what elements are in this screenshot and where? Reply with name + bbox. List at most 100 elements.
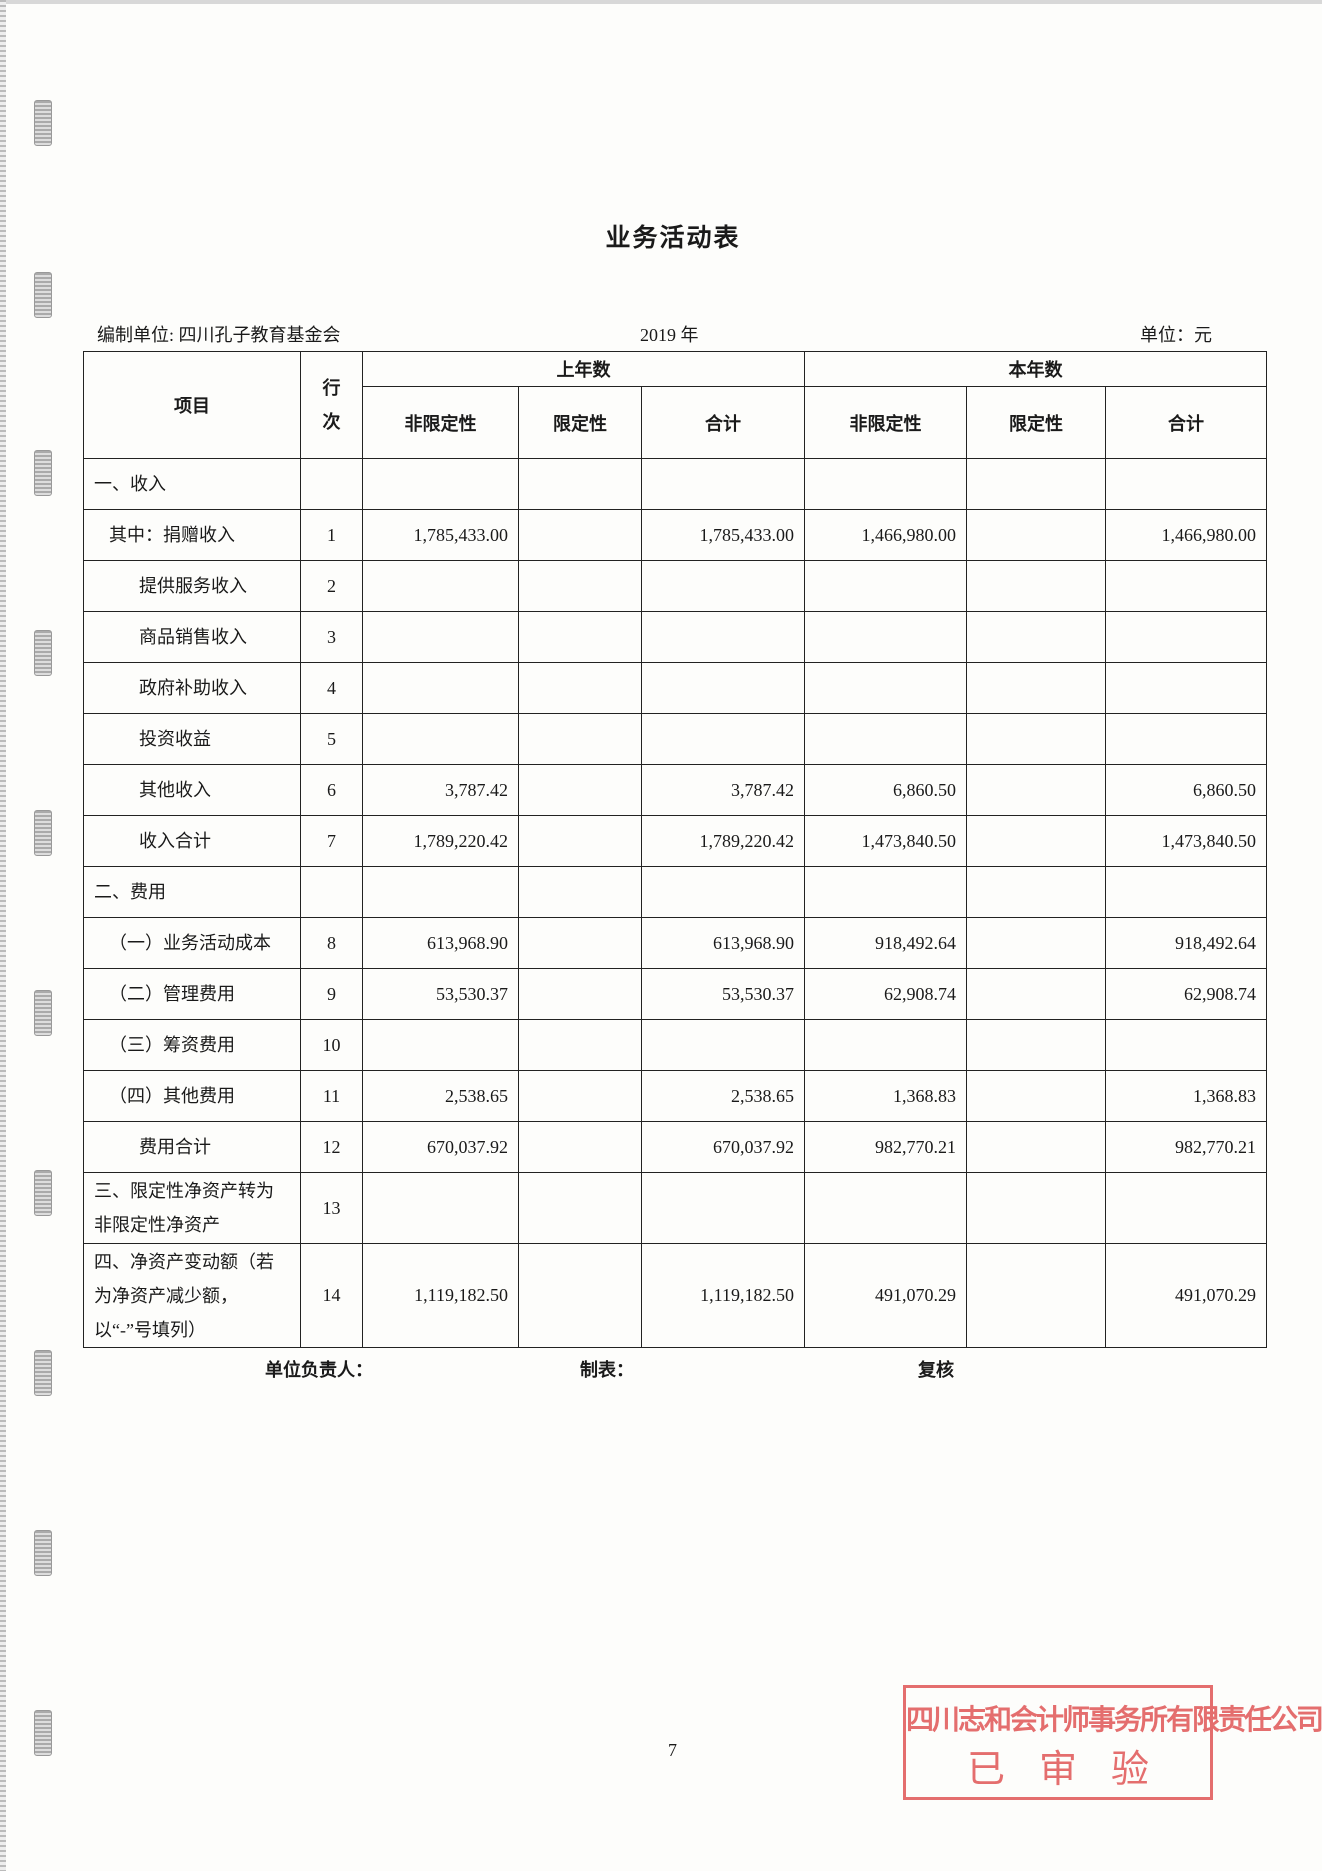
- cell-current-total: 1,368.83: [1105, 1070, 1267, 1122]
- table-row: （三）筹资费用 10: [83, 1019, 1267, 1071]
- table-row: （二）管理费用 9 53,530.37 53,530.37 62,908.74 62,90…: [83, 968, 1267, 1020]
- cell-prior-total: 2,538.65: [641, 1070, 805, 1122]
- cell-prior-unrestricted: 53,530.37: [362, 968, 519, 1020]
- cell-prior-restricted: [518, 662, 642, 714]
- table-row: 费用合计 12 670,037.92 670,037.92 982,770.21 982,…: [83, 1121, 1267, 1173]
- cell-current-unrestricted: [804, 1172, 967, 1244]
- row-label: 一、收入: [83, 458, 301, 510]
- cell-current-restricted: [966, 866, 1106, 918]
- stamp-firm: 四川志和会计师事务所有限责任公司: [906, 1705, 1322, 1736]
- row-number: 5: [300, 713, 363, 765]
- cell-current-total: [1105, 866, 1267, 918]
- row-number: 9: [300, 968, 363, 1020]
- scan-left-edge: [0, 0, 6, 1871]
- header-item: 项目: [83, 351, 301, 459]
- cell-current-total: 918,492.64: [1105, 917, 1267, 969]
- table-row: 三、限定性净资产转为非限定性净资产 13: [83, 1172, 1267, 1244]
- cell-prior-unrestricted: [362, 560, 519, 612]
- cell-current-restricted: [966, 968, 1106, 1020]
- cell-current-unrestricted: 1,466,980.00: [804, 509, 967, 561]
- cell-prior-total: [641, 560, 805, 612]
- header-row-no: 行次: [300, 351, 363, 459]
- cell-prior-unrestricted: [362, 611, 519, 663]
- cell-prior-restricted: [518, 1019, 642, 1071]
- cell-prior-total: [641, 713, 805, 765]
- cell-prior-restricted: [518, 713, 642, 765]
- org-label: 编制单位: 四川孔子教育基金会: [97, 325, 341, 345]
- header-current-restricted: 限定性: [966, 386, 1106, 459]
- row-label: 其中：捐赠收入: [83, 509, 301, 561]
- cell-current-total: 1,473,840.50: [1105, 815, 1267, 867]
- cell-current-unrestricted: 982,770.21: [804, 1121, 967, 1173]
- cell-prior-total: [641, 662, 805, 714]
- row-label: 二、费用: [83, 866, 301, 918]
- row-label: （一）业务活动成本: [83, 917, 301, 969]
- cell-current-restricted: [966, 1121, 1106, 1173]
- audit-stamp: 四川志和会计师事务所有限责任公司 已审验: [903, 1685, 1322, 1800]
- cell-prior-unrestricted: 2,538.65: [362, 1070, 519, 1122]
- cell-prior-restricted: [518, 815, 642, 867]
- row-number: 6: [300, 764, 363, 816]
- table-row: （四）其他费用 11 2,538.65 2,538.65 1,368.83 1,368.8…: [83, 1070, 1267, 1122]
- row-number: 1: [300, 509, 363, 561]
- row-number: [300, 866, 363, 918]
- cell-prior-total: [641, 866, 805, 918]
- footer-preparer: 制表：: [580, 1360, 634, 1380]
- document-title: 业务活动表: [605, 225, 741, 252]
- cell-current-total: [1105, 458, 1267, 510]
- row-label: 四、净资产变动额（若为净资产减少额，以“-”号填列）: [83, 1243, 301, 1348]
- cell-prior-total: 1,789,220.42: [641, 815, 805, 867]
- table-row: 收入合计 7 1,789,220.42 1,789,220.42 1,473,840.5…: [83, 815, 1267, 867]
- footer-head: 单位负责人：: [265, 1360, 373, 1380]
- cell-current-total: [1105, 1019, 1267, 1071]
- cell-current-unrestricted: 491,070.29: [804, 1243, 967, 1348]
- row-number: 8: [300, 917, 363, 969]
- cell-prior-unrestricted: 3,787.42: [362, 764, 519, 816]
- cell-current-total: 6,860.50: [1105, 764, 1267, 816]
- cell-current-restricted: [966, 458, 1106, 510]
- cell-current-unrestricted: [804, 866, 967, 918]
- cell-current-total: [1105, 560, 1267, 612]
- cell-prior-restricted: [518, 917, 642, 969]
- header-prior-restricted: 限定性: [518, 386, 642, 459]
- row-label: 费用合计: [83, 1121, 301, 1173]
- cell-current-unrestricted: [804, 560, 967, 612]
- table-row: 四、净资产变动额（若为净资产减少额，以“-”号填列） 14 1,119,182.50…: [83, 1243, 1267, 1348]
- cell-current-restricted: [966, 662, 1106, 714]
- cell-prior-restricted: [518, 611, 642, 663]
- cell-prior-unrestricted: [362, 1019, 519, 1071]
- cell-prior-unrestricted: [362, 866, 519, 918]
- row-label: 商品销售收入: [83, 611, 301, 663]
- cell-current-unrestricted: 1,473,840.50: [804, 815, 967, 867]
- cell-prior-unrestricted: 613,968.90: [362, 917, 519, 969]
- cell-prior-restricted: [518, 1070, 642, 1122]
- cell-prior-total: 3,787.42: [641, 764, 805, 816]
- cell-prior-total: [641, 458, 805, 510]
- cell-prior-total: [641, 611, 805, 663]
- binding-hole: [34, 1530, 52, 1576]
- report-year: 2019 年: [640, 325, 699, 345]
- cell-prior-total: 613,968.90: [641, 917, 805, 969]
- cell-current-restricted: [966, 1070, 1106, 1122]
- cell-current-total: 491,070.29: [1105, 1243, 1267, 1348]
- cell-prior-total: [641, 1172, 805, 1244]
- cell-prior-restricted: [518, 866, 642, 918]
- table-row: 商品销售收入 3: [83, 611, 1267, 663]
- row-label: 投资收益: [83, 713, 301, 765]
- scan-top-edge: [0, 0, 1322, 4]
- cell-prior-restricted: [518, 1243, 642, 1348]
- cell-current-restricted: [966, 611, 1106, 663]
- cell-prior-unrestricted: 1,789,220.42: [362, 815, 519, 867]
- row-label: （四）其他费用: [83, 1070, 301, 1122]
- cell-current-unrestricted: [804, 662, 967, 714]
- cell-current-restricted: [966, 917, 1106, 969]
- cell-prior-total: 670,037.92: [641, 1121, 805, 1173]
- cell-current-total: 1,466,980.00: [1105, 509, 1267, 561]
- unit-label: 单位：元: [1140, 325, 1212, 345]
- stamp-status: 已审验: [966, 1749, 1183, 1791]
- cell-prior-restricted: [518, 1172, 642, 1244]
- binding-hole: [34, 100, 52, 146]
- activity-statement-table: 项目 行次 上年数 本年数 非限定性 限定性 合计 非限定性 限定性 合计 一、…: [83, 351, 1267, 1348]
- row-number: [300, 458, 363, 510]
- cell-current-total: 982,770.21: [1105, 1121, 1267, 1173]
